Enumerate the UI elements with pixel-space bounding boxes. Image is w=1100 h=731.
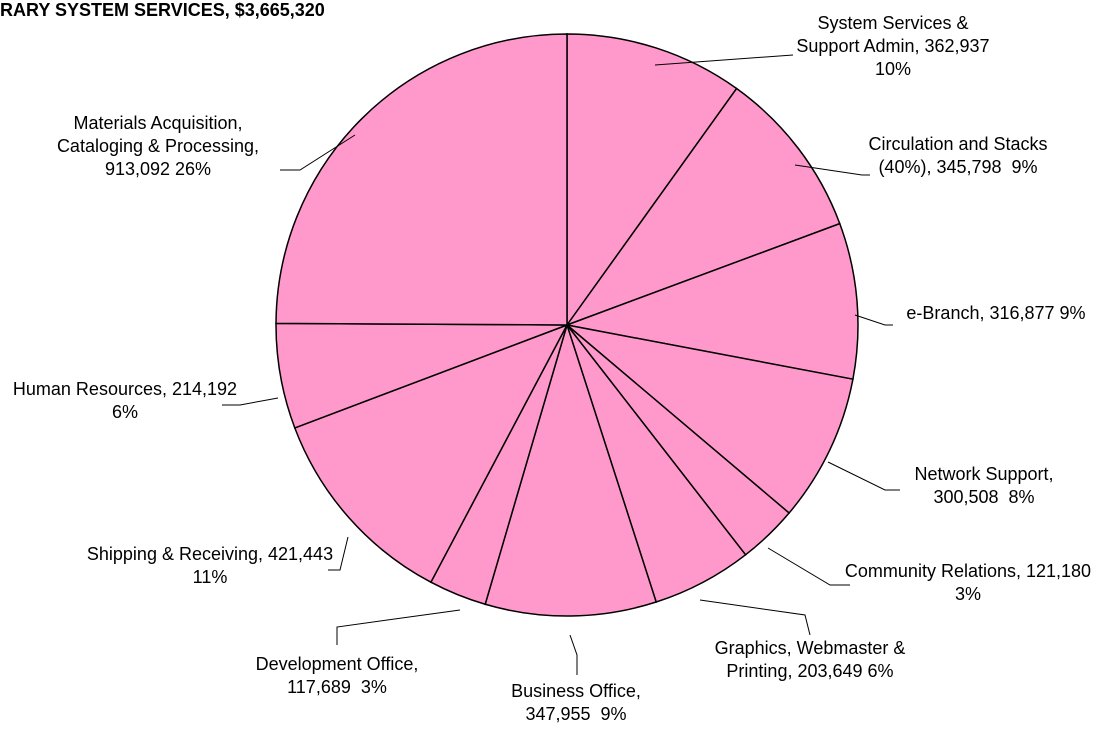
category-label: Human Resources,	[12, 379, 167, 399]
category-label: Community Relations,	[844, 561, 1021, 581]
leader-line	[827, 461, 900, 491]
slice-label: Graphics, Webmaster & Printing, 203,649 …	[690, 637, 930, 683]
slice-label: Business Office, 347,955 9%	[486, 680, 666, 726]
value-label: 347,955 9%	[525, 704, 627, 724]
slice-label: Materials Acquisition, Cataloging & Proc…	[38, 112, 278, 181]
value-label: 203,649 6%	[797, 661, 894, 681]
leader-line	[794, 164, 870, 176]
pie-slice	[564, 87, 841, 327]
leader-line	[767, 547, 850, 586]
slice-label: Shipping & Receiving, 421,443 11%	[80, 543, 340, 589]
category-label: Graphics, Webmaster & Printing,	[714, 638, 911, 681]
leader-line	[222, 397, 279, 406]
chart-title: RARY SYSTEM SERVICES, $3,665,320	[0, 0, 325, 20]
leader-line	[280, 134, 356, 171]
category-label: e-Branch,	[906, 303, 985, 323]
category-label: Network Support,	[914, 464, 1054, 484]
value-label: 121,180 3%	[954, 561, 1092, 604]
leader-line	[569, 634, 578, 675]
category-label: Materials Acquisition, Cataloging & Proc…	[56, 113, 260, 156]
leader-line	[328, 536, 349, 571]
pie-slice	[293, 323, 569, 584]
category-label: Shipping & Receiving,	[86, 544, 263, 564]
category-label: Business Office,	[511, 681, 641, 701]
value-label: 362,937 10%	[874, 36, 1000, 79]
leader-line	[336, 609, 461, 645]
pie-slice	[564, 222, 859, 381]
pie-slice	[484, 322, 658, 617]
category-label: System Services & Support Admin,	[796, 13, 974, 56]
leader-line	[699, 599, 811, 636]
leader-line	[854, 314, 893, 326]
value-label: 421,443 11%	[192, 544, 344, 587]
leader-line	[654, 54, 794, 66]
value-label: 316,877 9%	[989, 303, 1086, 323]
value-label: 300,508 8%	[933, 487, 1035, 507]
value-label: 117,689 3%	[287, 677, 387, 697]
slice-label: e-Branch, 316,877 9%	[886, 302, 1100, 325]
pie-slice	[566, 33, 738, 328]
slice-label: Network Support, 300,508 8%	[894, 463, 1074, 509]
pie-slice	[564, 323, 854, 515]
value-label: 345,798 9%	[936, 157, 1038, 177]
slice-label: Community Relations, 121,180 3%	[843, 560, 1093, 606]
value-label: 214,192 6%	[111, 379, 248, 422]
slice-label: Development Office, 117,689 3%	[222, 653, 452, 699]
slice-label: System Services & Support Admin, 362,937…	[793, 12, 993, 81]
category-label: Development Office,	[255, 654, 419, 674]
pie-slice	[275, 33, 568, 326]
value-label: 913,092 26%	[104, 159, 212, 179]
slice-label: Circulation and Stacks (40%), 345,798 9%	[868, 133, 1048, 179]
slice-label: Human Resources, 214,192 6%	[0, 378, 250, 424]
category-label: Circulation and Stacks (40%),	[868, 134, 1053, 177]
